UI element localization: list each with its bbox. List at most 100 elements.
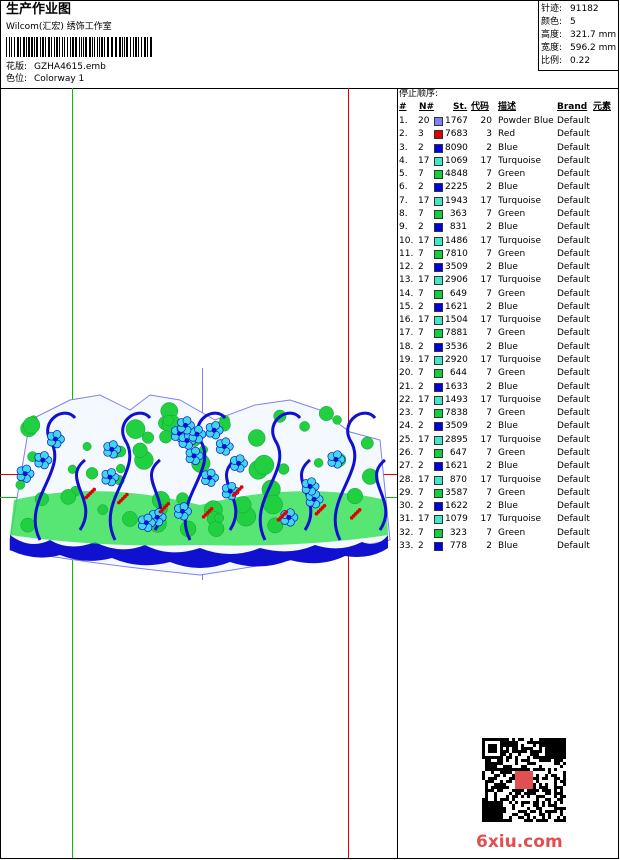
qr-module <box>527 762 530 765</box>
qr-module <box>527 789 530 792</box>
brand: Default <box>557 222 590 233</box>
qr-module <box>491 771 494 774</box>
qr-module <box>530 762 533 765</box>
description: Blue <box>498 182 518 193</box>
row-index: 32. <box>399 527 414 538</box>
leaf <box>125 419 146 439</box>
qr-module <box>491 780 494 783</box>
qr-module <box>488 738 491 741</box>
needle: 2 <box>418 301 424 312</box>
color-swatch <box>434 289 443 299</box>
brand: Default <box>557 448 590 458</box>
description: Powder Blue <box>498 116 554 126</box>
brand: Default <box>557 461 590 472</box>
qr-module <box>527 807 530 810</box>
qr-module <box>491 789 494 792</box>
leaf <box>332 415 342 425</box>
qr-module <box>500 786 503 789</box>
qr-module <box>530 753 533 756</box>
qr-module <box>533 756 536 759</box>
qr-module <box>557 759 560 762</box>
qr-module <box>551 774 554 777</box>
flower-center <box>184 438 190 444</box>
qr-module <box>506 759 509 762</box>
bar-stripe <box>42 37 44 57</box>
color-swatch <box>434 249 443 259</box>
qr-module <box>494 813 497 816</box>
qr-module <box>539 750 542 753</box>
row-index: 30. <box>399 501 414 512</box>
qr-module <box>506 738 509 741</box>
qr-module <box>500 771 503 774</box>
qr-module <box>491 813 494 816</box>
info-value: 5 <box>570 17 576 27</box>
qr-module <box>563 783 566 786</box>
bar-stripe <box>45 37 46 57</box>
qr-module <box>560 813 563 816</box>
qr-module <box>542 789 545 792</box>
qr-module <box>563 762 566 765</box>
qr-module <box>563 819 566 822</box>
stitches: 649 <box>449 288 467 299</box>
bar-stripe <box>107 37 109 57</box>
qr-module <box>542 768 545 771</box>
leaf <box>318 406 334 421</box>
qr-module <box>482 801 485 804</box>
needle: 7 <box>418 448 424 458</box>
qr-module <box>521 744 524 747</box>
qr-module <box>485 813 488 816</box>
code: 17 <box>480 474 492 485</box>
qr-module <box>551 744 554 747</box>
qr-module <box>551 738 554 741</box>
code: 20 <box>480 116 492 126</box>
qr-module <box>548 798 551 801</box>
qr-module <box>527 795 530 798</box>
row-index: 4. <box>399 155 408 166</box>
qr-module <box>548 792 551 795</box>
flower-center <box>211 427 217 433</box>
needle: 2 <box>418 262 424 273</box>
description: Blue <box>498 461 518 472</box>
brand: Default <box>557 341 590 352</box>
qr-module <box>497 768 500 771</box>
qr-module <box>485 795 488 798</box>
qr-module <box>521 750 524 753</box>
qr-module <box>500 738 503 741</box>
bar-stripe <box>104 37 105 57</box>
brand: Default <box>557 501 590 512</box>
brand: Default <box>557 381 590 392</box>
qr-module <box>503 744 506 747</box>
row-index: 25. <box>399 434 414 445</box>
needle: 17 <box>418 315 430 326</box>
qr-module <box>563 780 566 783</box>
flower-center <box>207 475 213 481</box>
needle: 2 <box>418 461 424 472</box>
leaf <box>248 429 266 447</box>
qr-module <box>560 765 563 768</box>
row-index: 19. <box>399 355 414 366</box>
color-swatch <box>434 156 443 166</box>
qr-module <box>494 801 497 804</box>
description: Turquoise <box>498 235 542 246</box>
qr-module <box>491 816 494 819</box>
leaf <box>208 520 225 537</box>
qr-module <box>530 750 533 753</box>
row-index: 10. <box>399 235 414 246</box>
code: 3 <box>486 129 492 140</box>
qr-module <box>485 816 488 819</box>
qr-module <box>518 816 521 819</box>
description: Green <box>498 448 526 458</box>
qr-module <box>557 819 560 822</box>
qr-module <box>563 816 566 819</box>
qr-module <box>533 741 536 744</box>
qr-module <box>548 753 551 756</box>
bar-stripe <box>36 37 38 57</box>
qr-module <box>494 747 497 750</box>
info-label: 高度: <box>541 30 563 40</box>
qr-module <box>482 816 485 819</box>
bar-stripe <box>122 37 123 57</box>
flower-center <box>40 457 46 463</box>
qr-module <box>515 801 518 804</box>
qr-module <box>554 738 557 741</box>
qr-module <box>488 768 491 771</box>
